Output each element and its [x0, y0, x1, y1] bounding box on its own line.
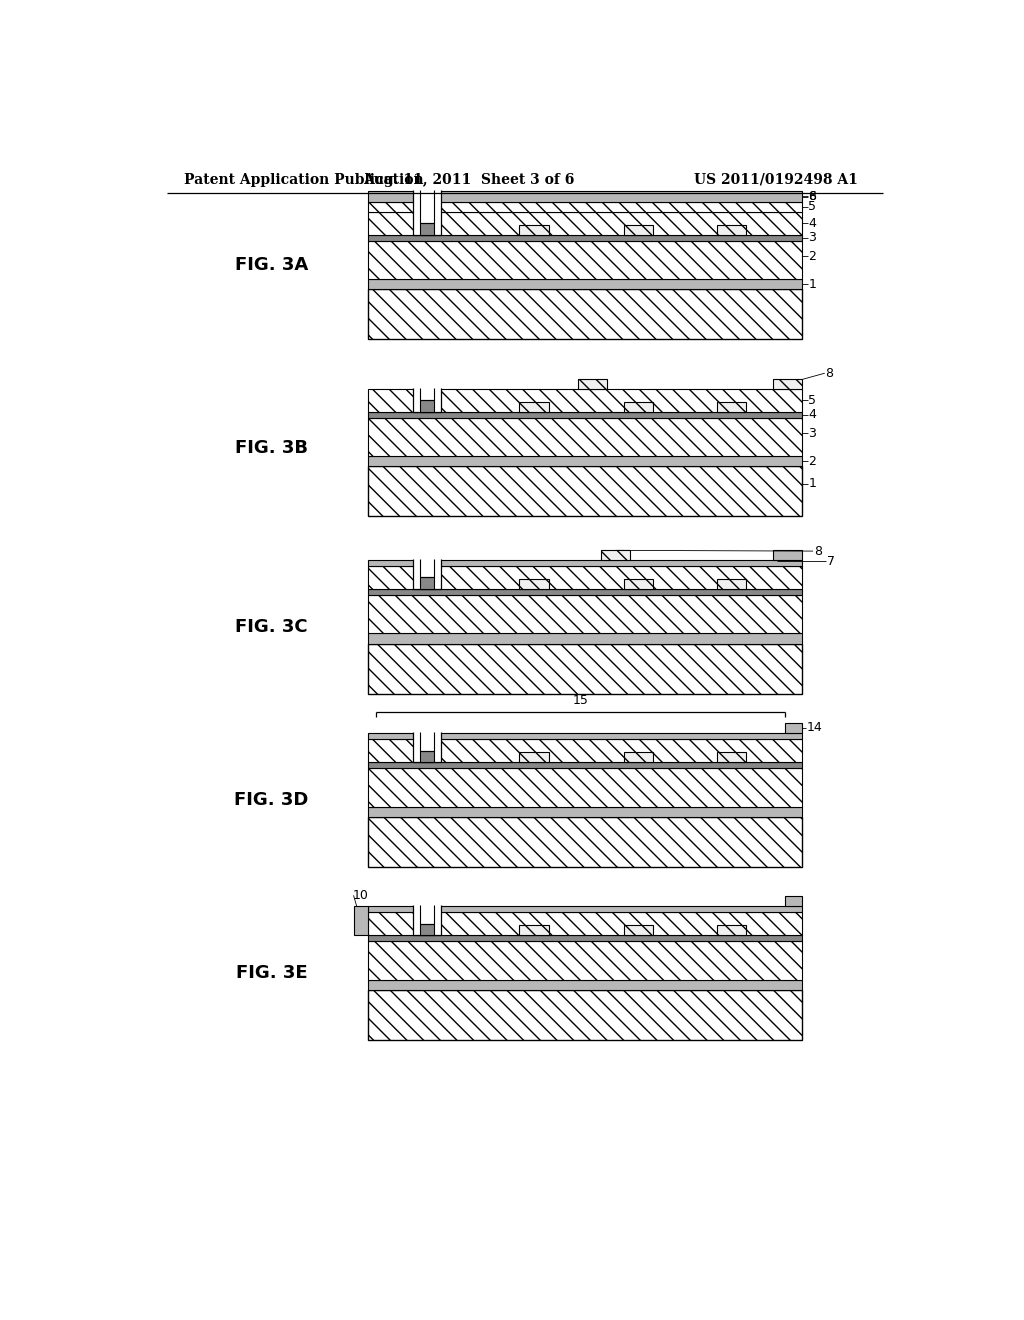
Text: 14: 14: [807, 721, 822, 734]
Bar: [369, 589, 802, 595]
Bar: [369, 560, 802, 566]
Bar: [578, 379, 607, 388]
Bar: [369, 644, 802, 693]
Bar: [420, 751, 434, 762]
Bar: [369, 941, 802, 979]
Bar: [420, 577, 434, 589]
Text: Patent Application Publication: Patent Application Publication: [183, 173, 424, 187]
Bar: [369, 289, 802, 339]
Text: 8: 8: [814, 545, 822, 557]
Bar: [369, 595, 802, 634]
Bar: [717, 401, 746, 412]
Bar: [369, 768, 802, 807]
Text: 7: 7: [827, 554, 835, 568]
Bar: [414, 558, 441, 589]
Text: 15: 15: [572, 693, 589, 706]
Text: 5: 5: [809, 393, 816, 407]
Bar: [369, 466, 802, 516]
Text: FIG. 3A: FIG. 3A: [234, 256, 308, 275]
Text: 1: 1: [809, 277, 816, 290]
Bar: [369, 418, 802, 457]
Bar: [369, 202, 802, 211]
Bar: [624, 925, 653, 936]
Bar: [369, 634, 802, 644]
Bar: [369, 807, 802, 817]
Bar: [369, 240, 802, 280]
Text: US 2011/0192498 A1: US 2011/0192498 A1: [693, 173, 858, 187]
Bar: [420, 924, 434, 936]
Bar: [369, 762, 802, 768]
Text: 6: 6: [809, 190, 816, 203]
Bar: [519, 224, 549, 235]
Text: FIG. 3D: FIG. 3D: [234, 791, 308, 809]
Bar: [519, 752, 549, 762]
Bar: [624, 401, 653, 412]
Text: 4: 4: [809, 216, 816, 230]
Bar: [369, 912, 802, 936]
Bar: [624, 224, 653, 235]
Bar: [369, 566, 802, 589]
Text: 10: 10: [352, 888, 369, 902]
Text: FIG. 3C: FIG. 3C: [236, 618, 307, 635]
Bar: [773, 379, 802, 388]
Bar: [369, 191, 802, 202]
Bar: [369, 412, 802, 418]
Bar: [369, 211, 802, 235]
Bar: [717, 752, 746, 762]
Bar: [369, 733, 802, 739]
Text: 8: 8: [825, 367, 834, 380]
Bar: [414, 731, 441, 762]
Text: 3: 3: [809, 231, 816, 244]
Bar: [420, 400, 434, 412]
Bar: [414, 387, 441, 412]
Text: 5: 5: [809, 201, 816, 213]
Bar: [624, 752, 653, 762]
Bar: [369, 457, 802, 466]
Bar: [601, 550, 630, 560]
Bar: [519, 579, 549, 589]
Text: Aug. 11, 2011  Sheet 3 of 6: Aug. 11, 2011 Sheet 3 of 6: [364, 173, 574, 187]
Bar: [414, 189, 441, 235]
Bar: [414, 904, 441, 936]
Bar: [369, 906, 802, 912]
Text: FIG. 3E: FIG. 3E: [236, 964, 307, 982]
Bar: [369, 936, 802, 941]
Bar: [785, 723, 802, 733]
Bar: [717, 925, 746, 936]
Bar: [785, 896, 802, 906]
Text: 8: 8: [809, 190, 816, 203]
Text: 2: 2: [809, 455, 816, 467]
Bar: [420, 223, 434, 235]
Bar: [369, 979, 802, 990]
Bar: [369, 817, 802, 867]
Bar: [717, 224, 746, 235]
Bar: [369, 280, 802, 289]
Bar: [369, 739, 802, 762]
Bar: [354, 906, 369, 936]
Text: 3: 3: [809, 426, 816, 440]
Bar: [369, 235, 802, 240]
Bar: [519, 401, 549, 412]
Bar: [717, 579, 746, 589]
Bar: [519, 925, 549, 936]
Bar: [624, 579, 653, 589]
Bar: [369, 388, 802, 412]
Bar: [369, 990, 802, 1040]
Text: 4: 4: [809, 408, 816, 421]
Bar: [773, 550, 802, 560]
Text: FIG. 3B: FIG. 3B: [234, 440, 308, 457]
Text: 2: 2: [809, 249, 816, 263]
Text: 1: 1: [809, 478, 816, 490]
